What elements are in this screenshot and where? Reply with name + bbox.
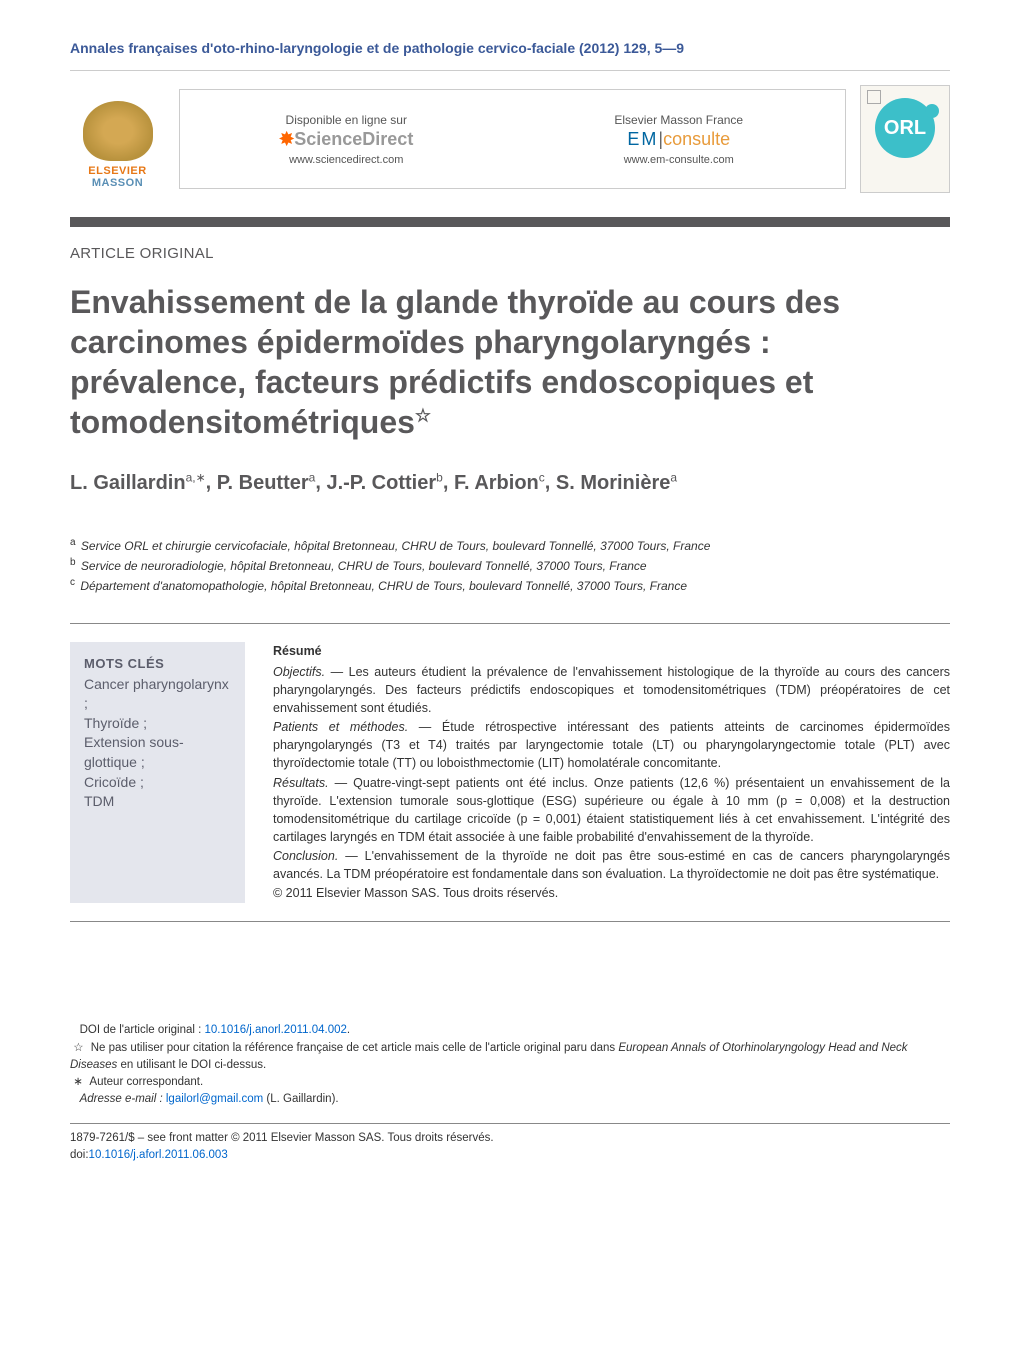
em-left: EM: [627, 129, 658, 149]
objectifs-lead: Objectifs. —: [273, 665, 343, 679]
doi-original-line: DOI de l'article original : 10.1016/j.an…: [70, 1022, 950, 1039]
note-text-2: en utilisant le DOI ci-dessus.: [117, 1059, 266, 1071]
article-title: Envahissement de la glande thyroïde au c…: [70, 282, 950, 442]
masson-word: MASSON: [92, 177, 143, 189]
objectifs-text: Les auteurs étudient la prévalence de l'…: [273, 665, 950, 715]
author-4: F. Arbionc: [454, 472, 545, 494]
note-text-1: Ne pas utiliser pour citation la référen…: [88, 1042, 619, 1054]
email-line: Adresse e-mail : lgailorl@gmail.com (L. …: [70, 1091, 950, 1108]
elsevier-word: ELSEVIER: [88, 165, 146, 177]
author-5-affil: a: [670, 470, 677, 484]
patients-lead: Patients et méthodes. —: [273, 720, 431, 734]
conclusion-lead: Conclusion. —: [273, 849, 358, 863]
abstract-copyright: © 2011 Elsevier Masson SAS. Tous droits …: [273, 884, 950, 902]
email-who: (L. Gaillardin).: [263, 1093, 338, 1105]
keywords-box: MOTS CLÉS Cancer pharyngolarynx ; Thyroï…: [70, 642, 245, 904]
author-4-name: F. Arbion: [454, 472, 539, 494]
emconsulte-block[interactable]: Elsevier Masson France EM|consulte www.e…: [513, 90, 846, 188]
author-3-name: J.-P. Cottier: [326, 472, 436, 494]
abstract-resultats: Résultats. — Quatre-vingt-sept patients …: [273, 774, 950, 847]
abstract-body: Résumé Objectifs. — Les auteurs étudient…: [273, 642, 950, 904]
abstract-heading: Résumé: [273, 642, 950, 660]
affiliation-a-text: Service ORL et chirurgie cervicofaciale,…: [81, 539, 710, 553]
doi-original-link[interactable]: 10.1016/j.anorl.2011.04.002: [205, 1024, 347, 1036]
emconsulte-logo: EM|consulte: [627, 129, 730, 150]
abstract-patients: Patients et méthodes. — Étude rétrospect…: [273, 718, 950, 772]
author-1-name: L. Gaillardin: [70, 472, 186, 494]
author-3-affil: b: [436, 470, 443, 484]
sd-url: www.sciencedirect.com: [289, 154, 403, 166]
author-5: S. Morinièrea: [556, 472, 677, 494]
cover-corner-icon: [867, 90, 881, 104]
doi-prefix: doi:: [70, 1149, 89, 1161]
corresponding-email-link[interactable]: lgailorl@gmail.com: [166, 1093, 263, 1105]
footer-divider: [70, 1123, 950, 1124]
author-2-affil: a: [309, 470, 316, 484]
cover-orl-text: ORL: [884, 117, 926, 140]
doi-period: .: [347, 1024, 350, 1036]
author-1-affil: a,∗: [186, 470, 206, 484]
copyright-line: 1879-7261/$ – see front matter © 2011 El…: [70, 1130, 950, 1147]
author-5-name: S. Morinière: [556, 472, 670, 494]
affiliation-c-text: Département d'anatomopathologie, hôpital…: [80, 579, 687, 593]
journal-cover-thumbnail: ORL: [860, 85, 950, 193]
keywords-list: Cancer pharyngolarynx ; Thyroïde ; Exten…: [84, 675, 231, 812]
resultats-text: Quatre-vingt-sept patients ont été inclu…: [273, 776, 950, 844]
corr-star-icon: ∗: [73, 1076, 83, 1088]
affiliation-a: a Service ORL et chirurgie cervicofacial…: [70, 535, 950, 555]
resultats-lead: Résultats. —: [273, 776, 347, 790]
note-star-icon: ☆: [73, 1042, 83, 1054]
sd-brand-text: ScienceDirect: [294, 129, 413, 149]
doi-label: DOI de l'article original :: [80, 1024, 205, 1036]
doi-line: doi:10.1016/j.aforl.2011.06.003: [70, 1147, 950, 1164]
author-list: L. Gaillardina,∗, P. Beuttera, J.-P. Cot…: [70, 470, 950, 495]
author-4-affil: c: [539, 470, 545, 484]
conclusion-text: L'envahissement de la thyroïde ne doit p…: [273, 849, 950, 881]
title-text: Envahissement de la glande thyroïde au c…: [70, 284, 840, 440]
sciencedirect-logo: ✸ScienceDirect: [279, 129, 413, 150]
corresponding-author-line: ∗ Auteur correspondant.: [70, 1074, 950, 1091]
affiliations-block: a Service ORL et chirurgie cervicofacial…: [70, 535, 950, 595]
abstract-objectifs: Objectifs. — Les auteurs étudient la pré…: [273, 663, 950, 717]
author-3: J.-P. Cottierb: [326, 472, 442, 494]
abstract-container: MOTS CLÉS Cancer pharyngolarynx ; Thyroï…: [70, 623, 950, 923]
article-doi-link[interactable]: 10.1016/j.aforl.2011.06.003: [89, 1149, 228, 1161]
affiliation-c: c Département d'anatomopathologie, hôpit…: [70, 575, 950, 595]
elsevier-masson-logo: ELSEVIER MASSON: [70, 89, 165, 189]
section-divider: [70, 217, 950, 227]
sd-available-label: Disponible en ligne sur: [286, 113, 407, 127]
emf-label: Elsevier Masson France: [614, 113, 743, 127]
author-2-name: P. Beutter: [217, 472, 309, 494]
affiliation-b-text: Service de neuroradiologie, hôpital Bret…: [81, 559, 647, 573]
em-url: www.em-consulte.com: [624, 154, 734, 166]
corr-text: Auteur correspondant.: [87, 1076, 203, 1088]
cover-badge-icon: ORL: [875, 98, 935, 158]
publisher-banner: ELSEVIER MASSON Disponible en ligne sur …: [70, 70, 950, 203]
journal-citation: Annales françaises d'oto-rhino-laryngolo…: [70, 40, 950, 56]
article-type-label: ARTICLE ORIGINAL: [70, 245, 950, 262]
sciencedirect-block[interactable]: Disponible en ligne sur ✸ScienceDirect w…: [180, 90, 513, 188]
author-1: L. Gaillardina,∗: [70, 472, 206, 494]
online-links-box: Disponible en ligne sur ✸ScienceDirect w…: [179, 89, 846, 189]
copyright-footer: 1879-7261/$ – see front matter © 2011 El…: [70, 1130, 950, 1165]
elsevier-tree-icon: [83, 101, 153, 161]
em-right: consulte: [663, 129, 730, 149]
email-label: Adresse e-mail :: [80, 1093, 166, 1105]
keywords-heading: MOTS CLÉS: [84, 656, 231, 671]
citation-note: ☆ Ne pas utiliser pour citation la référ…: [70, 1040, 950, 1075]
footnotes-block: DOI de l'article original : 10.1016/j.an…: [70, 1022, 950, 1108]
title-footnote-star: ☆: [415, 405, 431, 425]
author-2: P. Beuttera: [217, 472, 316, 494]
abstract-conclusion: Conclusion. — L'envahissement de la thyr…: [273, 847, 950, 883]
affiliation-b: b Service de neuroradiologie, hôpital Br…: [70, 555, 950, 575]
